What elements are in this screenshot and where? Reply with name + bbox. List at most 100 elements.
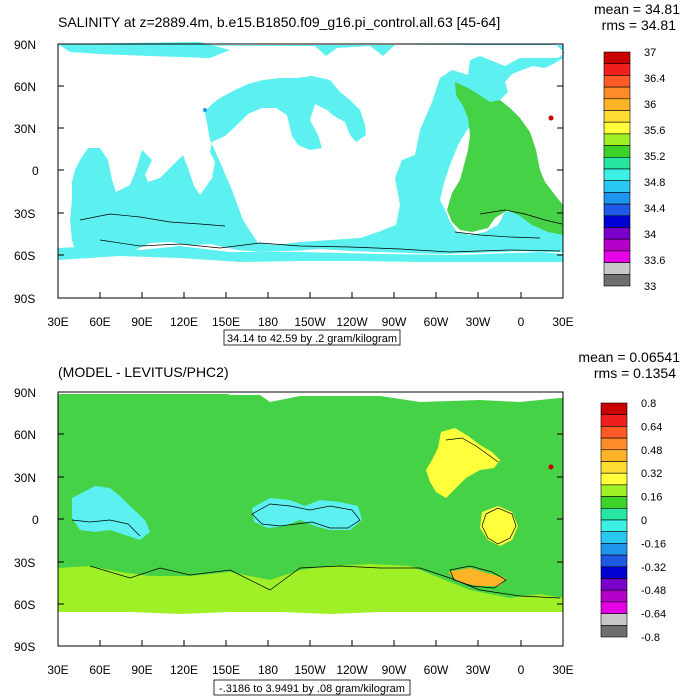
lat-label: 60S — [14, 598, 35, 612]
colorbar-swatch — [603, 227, 631, 240]
colorbar-swatch — [603, 75, 631, 88]
diff-contours — [71, 437, 561, 599]
colorbar-swatch — [600, 578, 628, 591]
lon-label: 150E — [212, 663, 240, 677]
colorbar-swatch — [603, 238, 631, 252]
lat-labels: 90N 60N 30N 0 30S 60S 90S — [14, 38, 39, 306]
colorbar-swatch — [603, 86, 631, 100]
colorbar-label: -0.8 — [641, 632, 660, 644]
colorbar-swatch — [603, 121, 631, 135]
lat-axis — [58, 43, 563, 299]
colorbar-swatch — [603, 51, 631, 64]
difference-colorbar: 0.8 0.64 0.48 0.32 0.16 0 -0.16 -0.32 -0.48 -0.64… — [600, 398, 666, 644]
colorbar-label: 0.64 — [641, 421, 662, 433]
colorbar-swatch — [603, 98, 631, 111]
lat-label: 30S — [14, 556, 35, 570]
lon-label: 0 — [518, 315, 525, 329]
colorbar-swatch — [600, 402, 628, 415]
lat-label: 0 — [32, 164, 39, 178]
diff-hotspot — [548, 464, 554, 470]
colorbar-swatch — [603, 133, 631, 146]
rms-label: rms = 34.81 — [602, 17, 677, 33]
lon-label: 180 — [258, 663, 278, 677]
salinity-arctic-field — [58, 42, 230, 58]
colorbar-swatch — [600, 589, 628, 603]
lon-label: 90E — [131, 663, 152, 677]
lat-label: 60N — [14, 80, 36, 94]
colorbar-swatch — [600, 566, 628, 579]
diff-main-field — [58, 395, 563, 606]
colorbar-label: 35.2 — [644, 151, 665, 163]
colorbar-label: 0.32 — [641, 468, 662, 480]
colorbar-swatch — [600, 543, 628, 556]
lon-label: 120W — [336, 315, 368, 329]
colorbar-label: 34.8 — [644, 177, 665, 189]
colorbar-swatch — [603, 192, 631, 205]
lon-label: 150W — [294, 315, 326, 329]
range-note: 34.14 to 42.59 by .2 gram/kilogram — [227, 333, 397, 345]
lat-label: 30N — [14, 471, 36, 485]
lon-label: 30E — [552, 663, 573, 677]
colorbar-swatch — [600, 496, 628, 509]
lon-label: 60W — [424, 315, 449, 329]
diff-arctic-field — [58, 394, 230, 406]
colorbar-label: 0.16 — [641, 492, 662, 504]
salinity-southern-strip — [58, 246, 563, 262]
salinity-pacific-field — [62, 44, 565, 254]
lon-label: 30W — [466, 663, 491, 677]
lon-label: 30E — [47, 315, 68, 329]
diff-southern-band — [58, 564, 563, 614]
difference-panel: (MODEL - LEVITUS/PHC2) mean = 0.06541 rm… — [14, 349, 680, 696]
salinity-contours — [79, 209, 563, 253]
colorbar-label: -0.64 — [641, 609, 666, 621]
colorbar-label: -0.32 — [641, 562, 666, 574]
lon-label: 60E — [89, 663, 110, 677]
lon-label: 0 — [518, 663, 525, 677]
colorbar-swatch — [600, 507, 628, 521]
lat-label: 30N — [14, 122, 36, 136]
colorbar-swatch — [603, 168, 631, 181]
lat-label: 30S — [14, 207, 35, 221]
lon-label: 90W — [382, 663, 407, 677]
lon-label: 60E — [89, 315, 110, 329]
lon-label: 60W — [424, 663, 449, 677]
colorbar-swatch — [600, 414, 628, 427]
range-note-box — [213, 679, 411, 696]
diff-positive-orange — [448, 568, 506, 586]
lat-label: 90S — [14, 292, 35, 306]
colorbar-swatch — [603, 215, 631, 228]
lat-labels: 90N 60N 30N 0 30S 60S 90S — [14, 386, 39, 654]
colorbar-swatch — [600, 531, 628, 544]
lat-label: 90N — [14, 386, 36, 400]
mean-label: mean = 34.81 — [594, 1, 680, 17]
lon-label: 150W — [294, 663, 326, 677]
lon-label: 180 — [258, 315, 278, 329]
lon-label: 90E — [131, 315, 152, 329]
lat-label: 0 — [32, 513, 39, 527]
colorbar-swatch — [603, 110, 631, 123]
lon-label: 120W — [336, 663, 368, 677]
lat-label: 90S — [14, 640, 35, 654]
diff-fields — [58, 394, 563, 614]
colorbar-label: -0.48 — [641, 585, 666, 597]
panel-title: SALINITY at z=2889.4m, b.e15.B1850.f09_g… — [58, 14, 500, 30]
colorbar-swatch — [600, 426, 628, 439]
lon-label: 150E — [212, 315, 240, 329]
colorbar-label: 33.6 — [644, 255, 665, 267]
lon-label: 30E — [552, 315, 573, 329]
colorbar-swatch — [600, 472, 628, 486]
colorbar-swatch — [603, 262, 631, 275]
diff-positive-high-field-2 — [480, 506, 518, 546]
lon-labels: 30E 60E 90E 120E 150E 180 150W 120W 90W … — [47, 315, 573, 329]
lon-ticks — [57, 640, 564, 646]
salinity-panel: SALINITY at z=2889.4m, b.e15.B1850.f09_g… — [14, 1, 680, 346]
salinity-small-blue — [203, 108, 207, 112]
colorbar-label: -0.16 — [641, 538, 666, 550]
colorbar-label: 35.6 — [644, 125, 665, 137]
lon-label: 120E — [170, 315, 198, 329]
panel-title: (MODEL - LEVITUS/PHC2) — [58, 364, 229, 380]
lon-label: 30W — [466, 315, 491, 329]
colorbar-swatch — [600, 613, 628, 626]
salinity-colorbar: 37 36.4 36 35.6 35.2 34.8 34.4 34 33.6 33 — [603, 47, 665, 293]
lat-label: 90N — [14, 38, 36, 52]
